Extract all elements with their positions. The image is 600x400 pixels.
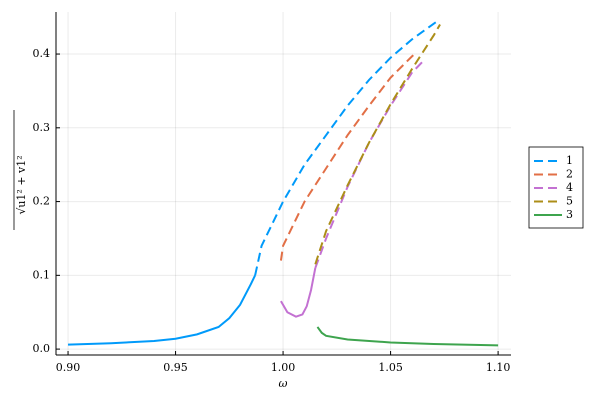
legend-label: 4 bbox=[566, 181, 573, 194]
y-tick-label: 0.0 bbox=[33, 342, 51, 355]
x-axis-label: ω bbox=[279, 377, 288, 390]
x-tick-label: 0.95 bbox=[163, 361, 188, 374]
y-tick-label: 0.2 bbox=[33, 195, 51, 208]
series-line bbox=[314, 60, 424, 269]
legend-label: 2 bbox=[566, 168, 573, 181]
x-tick-label: 1.05 bbox=[378, 361, 403, 374]
series-line bbox=[254, 20, 439, 276]
series-line bbox=[68, 274, 257, 346]
legend-label: 5 bbox=[566, 195, 573, 208]
series-line bbox=[279, 51, 418, 261]
y-tick-label: 0.1 bbox=[33, 268, 51, 281]
y-axis-label: √u1² + v1² bbox=[15, 155, 28, 214]
y-tick-label: 0.3 bbox=[33, 121, 51, 134]
legend-label: 1 bbox=[566, 154, 573, 167]
series-line bbox=[280, 267, 317, 318]
legend-label: 3 bbox=[566, 208, 573, 221]
x-tick-label: 1.00 bbox=[271, 361, 296, 374]
series-line bbox=[316, 326, 499, 347]
x-tick-label: 1.10 bbox=[486, 361, 511, 374]
x-tick-label: 0.90 bbox=[56, 361, 81, 374]
y-tick-label: 0.4 bbox=[33, 47, 51, 60]
series-line bbox=[314, 24, 441, 265]
